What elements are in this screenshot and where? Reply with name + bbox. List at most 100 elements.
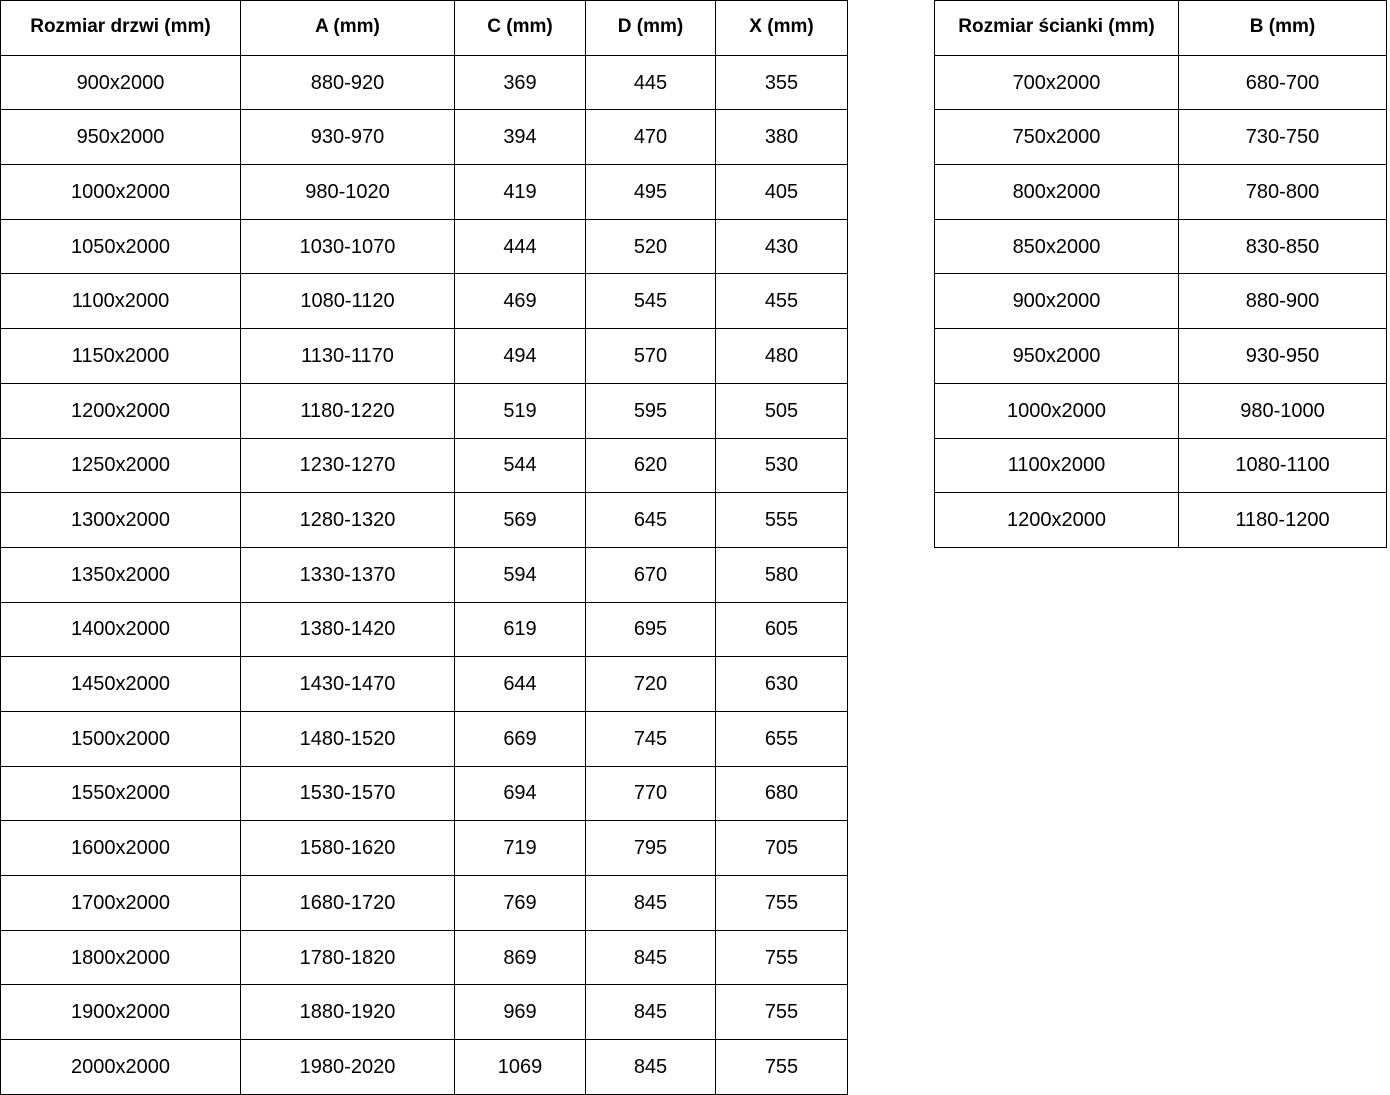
cell-door-size: 1700x2000 bbox=[0, 875, 241, 931]
table-row: 1700x2000 1680-1720 769 845 755 bbox=[0, 875, 848, 931]
cell-door-size: 1400x2000 bbox=[0, 601, 241, 658]
cell-x: 605 bbox=[715, 601, 848, 658]
cell-c: 569 bbox=[454, 492, 586, 548]
cell-door-size: 1900x2000 bbox=[0, 984, 241, 1041]
cell-d: 470 bbox=[585, 109, 716, 166]
cell-door-size: 1800x2000 bbox=[0, 929, 241, 986]
cell-b: 780-800 bbox=[1178, 164, 1387, 220]
cell-a: 930-970 bbox=[240, 109, 455, 166]
cell-a: 1180-1220 bbox=[240, 382, 455, 439]
table-row: 900x2000 880-920 369 445 355 bbox=[0, 54, 848, 111]
cell-d: 595 bbox=[585, 382, 716, 439]
table-row: 1200x2000 1180-1220 519 595 505 bbox=[0, 382, 848, 439]
table-header-row: Rozmiar drzwi (mm) A (mm) C (mm) D (mm) … bbox=[0, 0, 848, 56]
cell-x: 680 bbox=[715, 765, 848, 822]
column-header-x: X (mm) bbox=[715, 0, 848, 56]
cell-d: 845 bbox=[585, 1039, 716, 1095]
cell-x: 755 bbox=[715, 875, 848, 931]
cell-c: 619 bbox=[454, 601, 586, 658]
table-row: 950x2000 930-950 bbox=[934, 328, 1387, 384]
cell-door-size: 950x2000 bbox=[0, 109, 241, 166]
column-header-c: C (mm) bbox=[454, 0, 586, 56]
wall-panel-dimensions-table: Rozmiar ścianki (mm) B (mm) 700x2000 680-… bbox=[934, 0, 1387, 548]
cell-b: 830-850 bbox=[1178, 218, 1387, 275]
cell-d: 570 bbox=[585, 328, 716, 384]
cell-x: 655 bbox=[715, 710, 848, 767]
table-row: 900x2000 880-900 bbox=[934, 273, 1387, 330]
cell-door-size: 1350x2000 bbox=[0, 546, 241, 603]
cell-d: 545 bbox=[585, 273, 716, 330]
cell-wall-size: 1200x2000 bbox=[934, 492, 1179, 548]
cell-d: 770 bbox=[585, 765, 716, 822]
cell-c: 669 bbox=[454, 710, 586, 767]
cell-b: 930-950 bbox=[1178, 328, 1387, 384]
cell-d: 645 bbox=[585, 492, 716, 548]
cell-d: 720 bbox=[585, 656, 716, 712]
cell-wall-size: 1100x2000 bbox=[934, 437, 1179, 494]
cell-door-size: 1200x2000 bbox=[0, 382, 241, 439]
cell-d: 445 bbox=[585, 54, 716, 111]
cell-a: 1430-1470 bbox=[240, 656, 455, 712]
cell-a: 1480-1520 bbox=[240, 710, 455, 767]
cell-b: 680-700 bbox=[1178, 54, 1387, 111]
cell-a: 1530-1570 bbox=[240, 765, 455, 822]
cell-c: 969 bbox=[454, 984, 586, 1041]
table-row: 1000x2000 980-1020 419 495 405 bbox=[0, 164, 848, 220]
cell-x: 505 bbox=[715, 382, 848, 439]
column-header-d: D (mm) bbox=[585, 0, 716, 56]
cell-a: 1780-1820 bbox=[240, 929, 455, 986]
cell-wall-size: 1000x2000 bbox=[934, 382, 1179, 439]
cell-c: 594 bbox=[454, 546, 586, 603]
column-header-door-size: Rozmiar drzwi (mm) bbox=[0, 0, 241, 56]
cell-a: 1030-1070 bbox=[240, 218, 455, 275]
cell-b: 1180-1200 bbox=[1178, 492, 1387, 548]
door-table-header: Rozmiar drzwi (mm) A (mm) C (mm) D (mm) … bbox=[0, 0, 848, 56]
column-header-wall-size: Rozmiar ścianki (mm) bbox=[934, 0, 1179, 56]
cell-b: 880-900 bbox=[1178, 273, 1387, 330]
cell-door-size: 1000x2000 bbox=[0, 164, 241, 220]
wall-table-header: Rozmiar ścianki (mm) B (mm) bbox=[934, 0, 1387, 56]
cell-x: 430 bbox=[715, 218, 848, 275]
cell-c: 869 bbox=[454, 929, 586, 986]
table-row: 1450x2000 1430-1470 644 720 630 bbox=[0, 656, 848, 712]
cell-x: 630 bbox=[715, 656, 848, 712]
cell-door-size: 1250x2000 bbox=[0, 437, 241, 494]
cell-a: 880-920 bbox=[240, 54, 455, 111]
cell-a: 1980-2020 bbox=[240, 1039, 455, 1095]
cell-a: 1280-1320 bbox=[240, 492, 455, 548]
door-table-body: 900x2000 880-920 369 445 355 950x2000 930-970 3… bbox=[0, 54, 848, 1095]
cell-door-size: 2000x2000 bbox=[0, 1039, 241, 1095]
cell-c: 719 bbox=[454, 820, 586, 876]
cell-a: 1230-1270 bbox=[240, 437, 455, 494]
table-row: 1200x2000 1180-1200 bbox=[934, 492, 1387, 548]
cell-x: 755 bbox=[715, 1039, 848, 1095]
cell-a: 1680-1720 bbox=[240, 875, 455, 931]
table-row: 1900x2000 1880-1920 969 845 755 bbox=[0, 984, 848, 1041]
cell-c: 444 bbox=[454, 218, 586, 275]
cell-d: 495 bbox=[585, 164, 716, 220]
table-row: 850x2000 830-850 bbox=[934, 218, 1387, 275]
cell-d: 620 bbox=[585, 437, 716, 494]
table-row: 1050x2000 1030-1070 444 520 430 bbox=[0, 218, 848, 275]
cell-c: 469 bbox=[454, 273, 586, 330]
cell-a: 1880-1920 bbox=[240, 984, 455, 1041]
cell-c: 394 bbox=[454, 109, 586, 166]
cell-b: 730-750 bbox=[1178, 109, 1387, 166]
cell-a: 1080-1120 bbox=[240, 273, 455, 330]
table-row: 1800x2000 1780-1820 869 845 755 bbox=[0, 929, 848, 986]
cell-door-size: 1600x2000 bbox=[0, 820, 241, 876]
table-header-row: Rozmiar ścianki (mm) B (mm) bbox=[934, 0, 1387, 56]
table-row: 700x2000 680-700 bbox=[934, 54, 1387, 111]
cell-x: 555 bbox=[715, 492, 848, 548]
cell-door-size: 900x2000 bbox=[0, 54, 241, 111]
cell-c: 769 bbox=[454, 875, 586, 931]
cell-wall-size: 950x2000 bbox=[934, 328, 1179, 384]
cell-x: 755 bbox=[715, 929, 848, 986]
cell-c: 369 bbox=[454, 54, 586, 111]
table-row: 950x2000 930-970 394 470 380 bbox=[0, 109, 848, 166]
cell-d: 520 bbox=[585, 218, 716, 275]
cell-wall-size: 750x2000 bbox=[934, 109, 1179, 166]
cell-x: 480 bbox=[715, 328, 848, 384]
cell-c: 494 bbox=[454, 328, 586, 384]
